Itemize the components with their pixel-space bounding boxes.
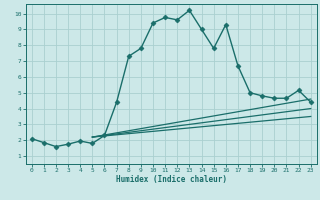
X-axis label: Humidex (Indice chaleur): Humidex (Indice chaleur): [116, 175, 227, 184]
